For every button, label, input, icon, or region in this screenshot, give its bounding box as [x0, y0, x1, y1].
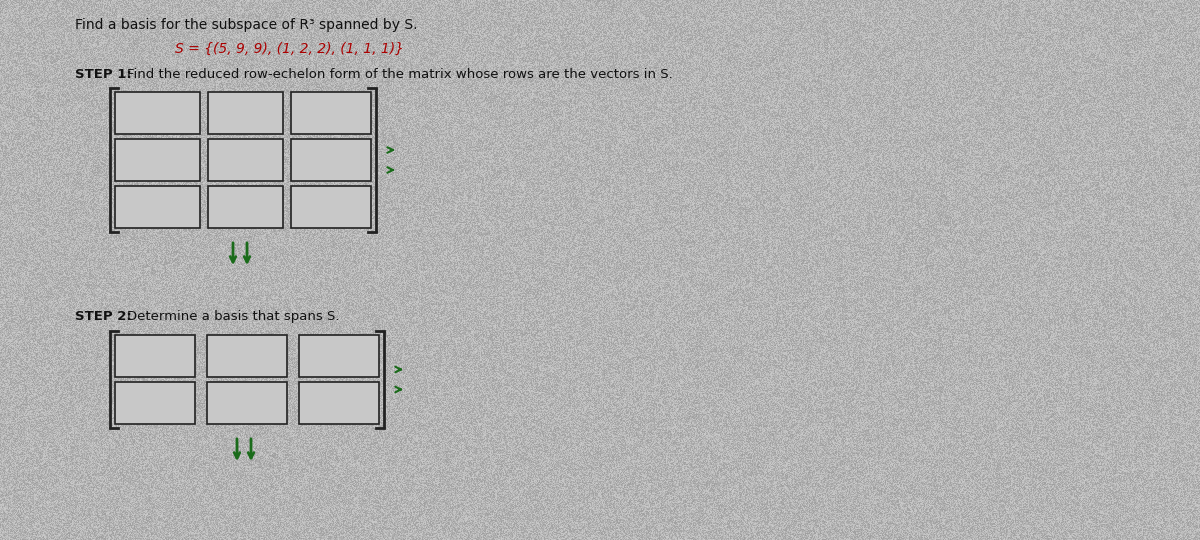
Bar: [208, 92, 283, 134]
Bar: [292, 186, 371, 228]
Bar: [299, 335, 379, 377]
Bar: [299, 382, 379, 424]
Text: Find the reduced row-echelon form of the matrix whose rows are the vectors in S.: Find the reduced row-echelon form of the…: [127, 68, 673, 81]
Bar: [115, 382, 194, 424]
Bar: [115, 92, 200, 134]
Bar: [115, 186, 200, 228]
Bar: [208, 382, 287, 424]
Bar: [115, 335, 194, 377]
Bar: [292, 139, 371, 181]
Text: STEP 1:: STEP 1:: [74, 68, 132, 81]
Bar: [115, 139, 200, 181]
Bar: [208, 186, 283, 228]
Bar: [208, 335, 287, 377]
Text: Determine a basis that spans S.: Determine a basis that spans S.: [127, 310, 340, 323]
Bar: [208, 139, 283, 181]
Text: S = {(5, 9, 9), (1, 2, 2), (1, 1, 1)}: S = {(5, 9, 9), (1, 2, 2), (1, 1, 1)}: [175, 42, 404, 56]
Text: STEP 2:: STEP 2:: [74, 310, 132, 323]
Bar: [292, 92, 371, 134]
Text: Find a basis for the subspace of R³ spanned by S.: Find a basis for the subspace of R³ span…: [74, 18, 418, 32]
